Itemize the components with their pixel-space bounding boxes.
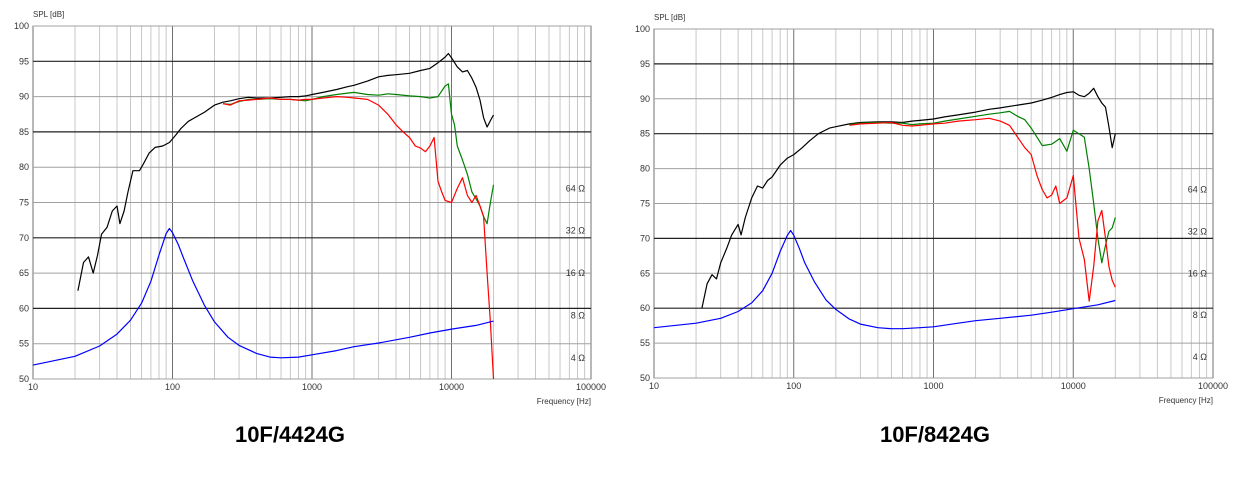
impedance-tick-label: 8 Ω: [571, 310, 586, 320]
impedance-tick-label: 8 Ω: [1193, 310, 1208, 320]
y-tick-label: 80: [640, 164, 650, 174]
y-tick-label: 70: [19, 233, 29, 243]
series-line-2: [222, 95, 495, 380]
x-tick-label: 1000: [302, 382, 322, 392]
y-tick-label: 85: [640, 129, 650, 139]
impedance-tick-label: 4 Ω: [571, 353, 586, 363]
impedance-tick-label: 64 Ω: [566, 183, 586, 193]
y-tick-label: 60: [19, 303, 29, 313]
spl-chart-10f4424g: 50 55 60 65 70 75 80 85 90 95 100 10 100 1000 10000 100…: [14, 10, 606, 406]
x-axis-label: Frequency [Hz]: [537, 397, 591, 406]
series-line-3: [653, 229, 1116, 330]
y-tick-label: 85: [19, 127, 29, 137]
spl-chart-10f8424g: 50 55 60 65 70 75 80 85 90 95 100 10 100 1000 10000 100…: [635, 13, 1228, 405]
chart-panel-left: 50 55 60 65 70 75 80 85 90 95 100 10 100 1000 10000 100…: [0, 0, 620, 494]
y-tick-label: 95: [19, 56, 29, 66]
y-tick-label: 80: [19, 162, 29, 172]
series-line-2: [849, 117, 1116, 302]
y-tick-label: 50: [640, 373, 650, 383]
y-tick-label: 60: [640, 303, 650, 313]
y-tick-label: 65: [640, 268, 650, 278]
y-tick-label: 55: [640, 338, 650, 348]
x-tick-label: 100: [165, 382, 180, 392]
y-tick-label: 50: [19, 374, 29, 384]
series-line-0: [701, 87, 1116, 309]
x-axis-label: Frequency [Hz]: [1159, 396, 1213, 405]
y-tick-label: 90: [19, 92, 29, 102]
x-tick-label: 10: [28, 382, 38, 392]
y-tick-label: 90: [640, 94, 650, 104]
impedance-tick-label: 32 Ω: [566, 226, 586, 236]
impedance-tick-label: 64 Ω: [1188, 185, 1208, 195]
impedance-tick-label: 4 Ω: [1193, 352, 1208, 362]
impedance-tick-label: 32 Ω: [1188, 226, 1208, 236]
impedance-tick-label: 16 Ω: [1188, 268, 1208, 278]
y-axis-label: SPL [dB]: [654, 13, 685, 22]
series-line-3: [32, 227, 494, 366]
chart-panel-right: 50 55 60 65 70 75 80 85 90 95 100 10 100 1000 10000 100…: [625, 0, 1249, 494]
y-tick-label: 75: [19, 198, 29, 208]
y-tick-label: 55: [19, 339, 29, 349]
x-tick-label: 10000: [439, 382, 464, 392]
y-tick-label: 75: [640, 199, 650, 209]
y-tick-label: 95: [640, 59, 650, 69]
y-axis-label: SPL [dB]: [33, 10, 64, 19]
chart-title: 10F/8424G: [879, 422, 991, 447]
impedance-tick-label: 16 Ω: [566, 268, 586, 278]
x-tick-label: 100: [786, 381, 801, 391]
x-tick-label: 10000: [1061, 381, 1086, 391]
y-tick-label: 100: [635, 24, 650, 34]
x-tick-label: 100000: [576, 382, 606, 392]
series-line-1: [849, 110, 1116, 264]
y-tick-label: 100: [14, 21, 29, 31]
x-tick-label: 10: [649, 381, 659, 391]
y-tick-label: 65: [19, 268, 29, 278]
x-tick-label: 100000: [1198, 381, 1228, 391]
x-tick-label: 1000: [923, 381, 943, 391]
chart-title: 10F/4424G: [234, 422, 346, 447]
y-tick-label: 70: [640, 233, 650, 243]
